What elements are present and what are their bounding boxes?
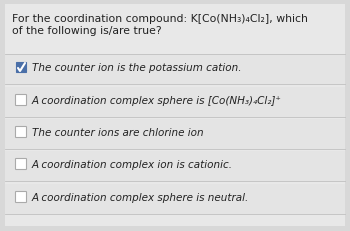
Bar <box>5 55 345 85</box>
Text: For the coordination compound: K[Co(NH₃)₄Cl₂], which: For the coordination compound: K[Co(NH₃)… <box>12 14 308 24</box>
FancyBboxPatch shape <box>15 127 27 138</box>
Bar <box>16 63 26 73</box>
FancyBboxPatch shape <box>15 159 27 170</box>
Text: The counter ion is the potassium cation.: The counter ion is the potassium cation. <box>32 63 242 73</box>
Text: A coordination complex sphere is [Co(NH₃)₄Cl₂]⁺: A coordination complex sphere is [Co(NH₃… <box>32 96 282 106</box>
FancyBboxPatch shape <box>15 192 27 203</box>
Text: A coordination complex ion is cationic.: A coordination complex ion is cationic. <box>32 159 233 169</box>
Bar <box>5 151 345 181</box>
Bar <box>5 184 345 214</box>
Text: The counter ions are chlorine ion: The counter ions are chlorine ion <box>32 128 204 137</box>
Text: A coordination complex sphere is neutral.: A coordination complex sphere is neutral… <box>32 192 249 202</box>
Bar <box>5 88 345 118</box>
Bar <box>5 119 345 149</box>
FancyBboxPatch shape <box>15 95 27 106</box>
Text: of the following is/are true?: of the following is/are true? <box>12 26 162 36</box>
